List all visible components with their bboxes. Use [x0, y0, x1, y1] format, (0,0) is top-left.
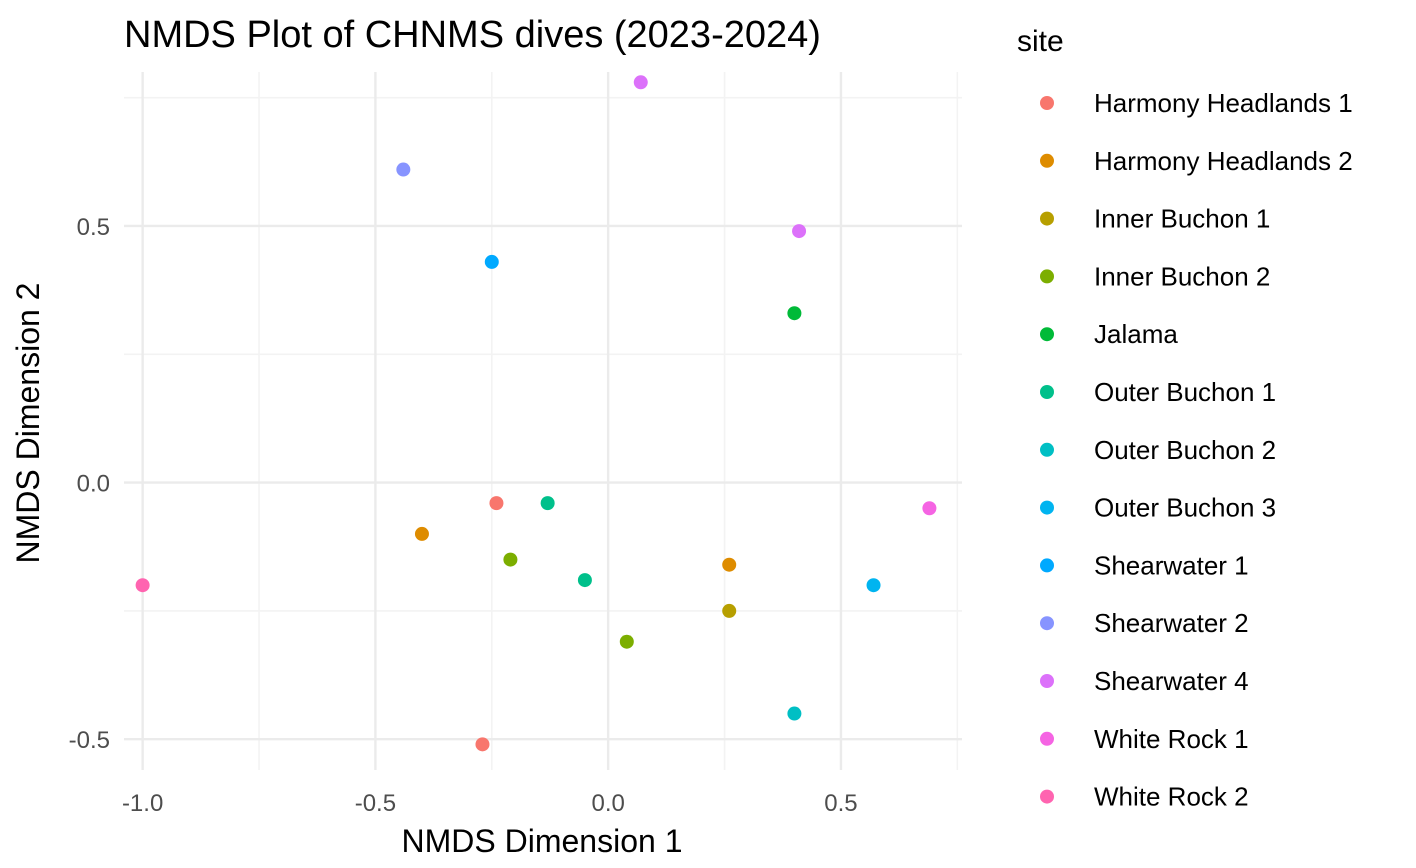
- data-point: [787, 306, 802, 321]
- legend-key: [1040, 789, 1054, 804]
- x-tick-label: 0.5: [824, 790, 857, 817]
- grid: [124, 72, 962, 770]
- legend-key: [1040, 153, 1054, 168]
- y-tick-label: -0.5: [69, 727, 110, 754]
- data-point: [414, 526, 429, 541]
- legend-key: [1040, 211, 1054, 226]
- x-axis-title: NMDS Dimension 1: [402, 823, 683, 859]
- legend-label: Shearwater 4: [1094, 666, 1249, 696]
- y-tick-label: 0.5: [77, 214, 110, 241]
- data-point: [135, 578, 150, 593]
- data-point: [922, 501, 937, 516]
- data-point: [866, 578, 881, 593]
- data-point: [484, 254, 499, 269]
- legend-key: [1040, 558, 1054, 573]
- x-tick-label: 0.0: [591, 790, 624, 817]
- tick-labels: -1.0 -0.5 0.0 0.5 -0.5 0.0 0.5: [69, 214, 858, 817]
- data-point: [792, 224, 807, 239]
- legend-items: Harmony Headlands 1 Harmony Headlands 2 In…: [1040, 88, 1353, 812]
- legend-key: [1040, 616, 1054, 631]
- data-point: [787, 706, 802, 721]
- legend-label: White Rock 1: [1094, 724, 1249, 754]
- legend-label: Outer Buchon 3: [1094, 493, 1276, 523]
- chart-title: NMDS Plot of CHNMS dives (2023-2024): [124, 14, 821, 56]
- data-point: [475, 737, 490, 752]
- legend-label: Jalama: [1094, 319, 1178, 349]
- data-point: [489, 496, 504, 511]
- legend-label: Shearwater 1: [1094, 550, 1249, 580]
- data-point: [619, 634, 634, 649]
- data-point: [577, 573, 592, 588]
- legend-key: [1040, 731, 1054, 746]
- legend-key: [1040, 269, 1054, 284]
- y-axis-title: NMDS Dimension 2: [10, 283, 46, 564]
- legend-label: Outer Buchon 2: [1094, 435, 1276, 465]
- legend-label: Shearwater 2: [1094, 608, 1249, 638]
- legend-key: [1040, 385, 1054, 399]
- legend-key: [1040, 96, 1054, 110]
- legend-label: Inner Buchon 2: [1094, 261, 1270, 291]
- legend-label: Harmony Headlands 2: [1094, 146, 1353, 176]
- legend-title: site: [1017, 25, 1064, 58]
- legend-key: [1040, 500, 1054, 515]
- y-tick-label: 0.0: [77, 471, 110, 498]
- data-point: [722, 557, 737, 572]
- legend-label: Harmony Headlands 1: [1094, 88, 1353, 118]
- legend-label: White Rock 2: [1094, 782, 1249, 812]
- x-tick-label: -1.0: [122, 790, 163, 817]
- data-point: [540, 496, 555, 511]
- legend-key: [1040, 327, 1054, 342]
- data-point: [503, 552, 518, 567]
- x-tick-label: -0.5: [355, 790, 396, 817]
- legend-label: Outer Buchon 1: [1094, 377, 1276, 407]
- data-point: [396, 162, 411, 177]
- data-points: [135, 75, 937, 752]
- legend-key: [1040, 674, 1054, 688]
- legend-label: Inner Buchon 1: [1094, 204, 1270, 234]
- data-point: [633, 75, 648, 90]
- legend-key: [1040, 442, 1054, 457]
- data-point: [722, 603, 737, 618]
